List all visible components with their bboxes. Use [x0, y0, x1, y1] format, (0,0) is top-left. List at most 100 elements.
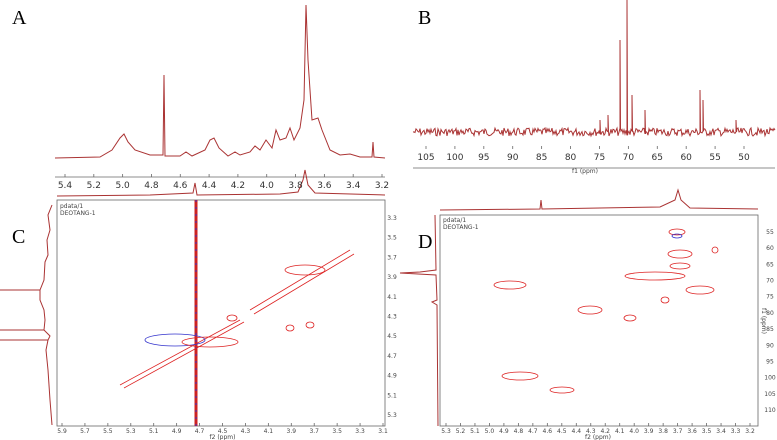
y-tick-label: 60 [766, 245, 774, 252]
x-tick-label: 3.4 [716, 428, 726, 435]
y-tick-label: 4.5 [387, 333, 397, 340]
x-tick-label: 3.6 [317, 181, 332, 191]
panel-label: A [12, 7, 27, 29]
x-tick-label: 5.3 [126, 428, 136, 435]
projection-top [56, 169, 386, 197]
x-tick-label: 3.5 [702, 428, 712, 435]
x-tick-label: 3.2 [375, 181, 389, 191]
y-tick-label: 4.1 [387, 294, 397, 301]
contour [119, 249, 355, 389]
spectrum [412, 0, 776, 138]
contour [305, 321, 315, 329]
x-tick-label: 4.4 [202, 181, 217, 191]
y-tick-label: 75 [766, 294, 774, 301]
x-tick-label: 4.8 [514, 428, 524, 435]
x-tick-label: 3.6 [687, 428, 697, 435]
x-tick-label: 4.4 [572, 428, 582, 435]
y-tick-label: 90 [766, 342, 774, 349]
x-tick-label: 3.9 [287, 428, 297, 435]
x-tick-label: 4.3 [586, 428, 596, 435]
y-tick-label: 105 [764, 391, 776, 398]
contour [144, 333, 206, 347]
contour [711, 246, 719, 254]
axis-label: f2 (ppm) [210, 434, 236, 440]
x-tick-label: 4.9 [172, 428, 182, 435]
y-tick-label: 4.7 [387, 353, 397, 360]
y-tick-label: 95 [766, 358, 774, 365]
x-tick-label: 3.5 [332, 428, 342, 435]
x-tick-label: 4.2 [231, 181, 245, 191]
x-tick-label: 4.9 [499, 428, 509, 435]
contour [285, 324, 295, 332]
axis-label: f1 (ppm) [572, 168, 598, 175]
x-tick-label: 5.2 [456, 428, 466, 435]
y-tick-label: 65 [766, 261, 774, 268]
x-tick-label: 5.1 [470, 428, 480, 435]
panel-label: D [418, 231, 432, 253]
y-tick-label: 5.3 [387, 412, 397, 419]
x-tick-label: 3.4 [346, 181, 361, 191]
projection-left [0, 204, 53, 426]
y-tick-label: 70 [766, 278, 774, 285]
header: DEOTANG-1 [60, 210, 96, 217]
axis-label: f1 (ppm) [760, 308, 767, 334]
x-tick-label: 3.7 [673, 428, 683, 435]
contour [667, 249, 693, 259]
x-tick-label: 4.8 [144, 181, 159, 191]
y-tick-label: 55 [766, 229, 774, 236]
axis-label: f2 (ppm) [585, 434, 611, 440]
x-tick-label: 5.9 [57, 428, 67, 435]
x-tick-label: 3.3 [731, 428, 741, 435]
x-tick-label: 3.2 [745, 428, 755, 435]
x-tick-label: 85 [536, 153, 547, 163]
contour [623, 314, 637, 322]
header: pdata/1 [60, 203, 83, 210]
contour [669, 262, 691, 270]
y-tick-label: 5.1 [387, 392, 397, 399]
projection-top [439, 188, 759, 211]
plot-frame [56, 199, 386, 427]
contour [660, 296, 670, 304]
contour [493, 280, 527, 290]
x-tick-label: 50 [738, 153, 750, 163]
x-tick-label: 3.8 [658, 428, 668, 435]
contour [226, 314, 238, 322]
contour [181, 336, 239, 348]
x-tick-label: 4.3 [241, 428, 251, 435]
x-tick-label: 90 [507, 153, 519, 163]
x-tick-label: 5.0 [485, 428, 495, 435]
x-tick-label: 4.5 [218, 428, 228, 435]
x-tick-label: 5.4 [58, 181, 73, 191]
x-tick-label: 60 [680, 153, 692, 163]
y-tick-label: 3.9 [387, 274, 397, 281]
x-tick-label: 4.6 [543, 428, 553, 435]
x-tick-label: 4.7 [195, 428, 205, 435]
y-tick-label: 3.3 [387, 215, 397, 222]
x-tick-label: 3.3 [355, 428, 365, 435]
x-tick-label: 75 [594, 153, 605, 163]
x-tick-label: 5.0 [115, 181, 130, 191]
header: pdata/1 [443, 217, 466, 224]
x-tick-label: 4.6 [173, 181, 188, 191]
x-tick-label: 4.2 [600, 428, 610, 435]
y-tick-label: 3.5 [387, 235, 397, 242]
contour [671, 233, 683, 239]
contours [493, 228, 719, 394]
y-tick-label: 3.7 [387, 254, 397, 261]
x-tick-label: 3.1 [378, 428, 388, 435]
x-tick-label: 4.0 [629, 428, 639, 435]
x-tick-label: 80 [565, 153, 577, 163]
panel-label: C [12, 226, 25, 248]
spectrum [54, 4, 386, 159]
x-tick-label: 55 [709, 153, 720, 163]
y-tick-label: 100 [764, 375, 776, 382]
x-tick-label: 5.1 [149, 428, 159, 435]
x-tick-label: 105 [417, 153, 434, 163]
x-tick-label: 70 [623, 153, 635, 163]
x-tick-label: 5.3 [441, 428, 451, 435]
contour [685, 285, 715, 295]
contour [501, 371, 539, 381]
x-tick-label: 4.1 [264, 428, 274, 435]
projection-left [399, 214, 439, 427]
